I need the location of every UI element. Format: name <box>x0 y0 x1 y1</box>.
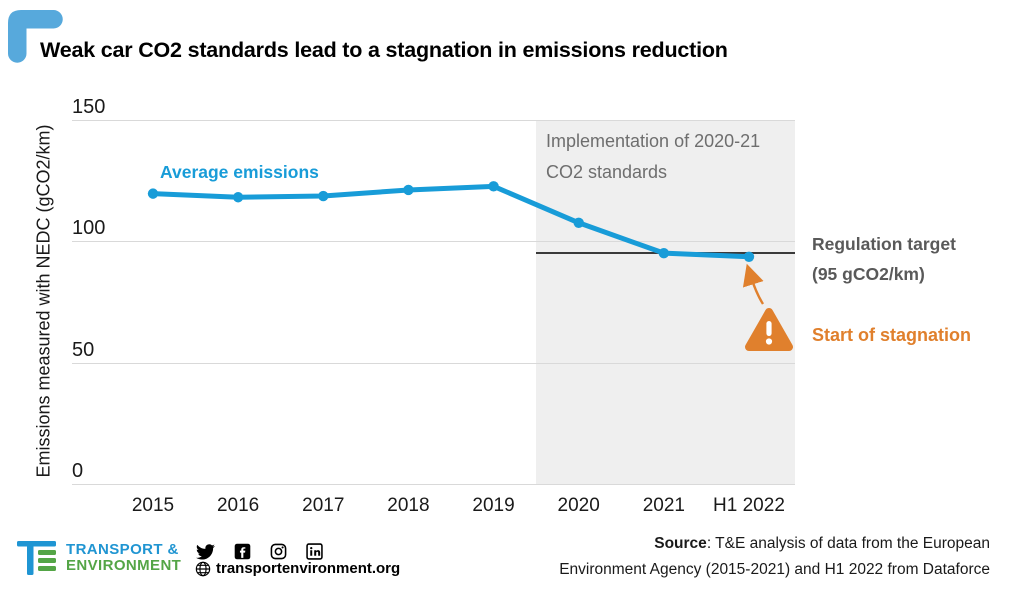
data-point <box>232 192 244 203</box>
corner-accent-shape <box>8 10 63 63</box>
target-line <box>536 252 795 255</box>
page-title: Weak car CO2 standards lead to a stagnat… <box>40 38 728 62</box>
y-tick-label: 0 <box>72 460 84 482</box>
y-tick-label: 100 <box>72 217 106 239</box>
te-logo-icon <box>17 541 56 575</box>
org-name: TRANSPORT & ENVIRONMENT <box>66 541 182 574</box>
x-tick-label: 2021 <box>642 495 685 516</box>
source-note: Source: T&E analysis of data from the Eu… <box>559 535 990 578</box>
shaded-region <box>536 119 795 484</box>
x-tick-label: 2018 <box>387 495 430 516</box>
y-tick-label: 150 <box>72 95 106 118</box>
website-label: transportenvironment.org <box>216 560 401 577</box>
gridline <box>72 362 795 364</box>
gridline <box>72 484 795 485</box>
instagram-icon <box>270 543 287 560</box>
x-tick-label: H1 2022 <box>713 495 785 516</box>
x-tick-label: 2020 <box>557 495 600 516</box>
y-axis-label: Emissions measured with NEDC (gCO2/km) <box>33 124 54 478</box>
x-tick-label: 2015 <box>131 495 175 516</box>
gridline <box>72 119 795 121</box>
source-word: Source <box>654 535 707 552</box>
x-tick-label: 2019 <box>472 495 515 516</box>
warning-icon <box>745 308 793 351</box>
social-row <box>196 543 323 560</box>
series-label: Average emissions <box>160 162 319 182</box>
linkedin-icon <box>306 543 323 560</box>
shaded-region-label: Implementation of 2020-21 CO2 standards <box>546 131 761 182</box>
data-point <box>147 188 159 199</box>
stagnation-label: Start of stagnation <box>812 325 972 345</box>
gridline <box>72 241 795 242</box>
website-row: transportenvironment.org <box>195 560 400 577</box>
data-point <box>318 190 329 202</box>
globe-icon <box>195 561 211 576</box>
data-point <box>403 184 414 196</box>
arrow-icon <box>742 263 765 305</box>
data-point <box>488 181 499 192</box>
facebook-icon <box>234 543 251 560</box>
target-label: Regulation target (95 gCO2/km) <box>812 234 956 284</box>
x-tick-label: 2016 <box>216 495 260 516</box>
y-tick-label: 50 <box>72 338 95 361</box>
twitter-icon <box>196 543 215 560</box>
x-tick-label: 2017 <box>302 495 345 516</box>
